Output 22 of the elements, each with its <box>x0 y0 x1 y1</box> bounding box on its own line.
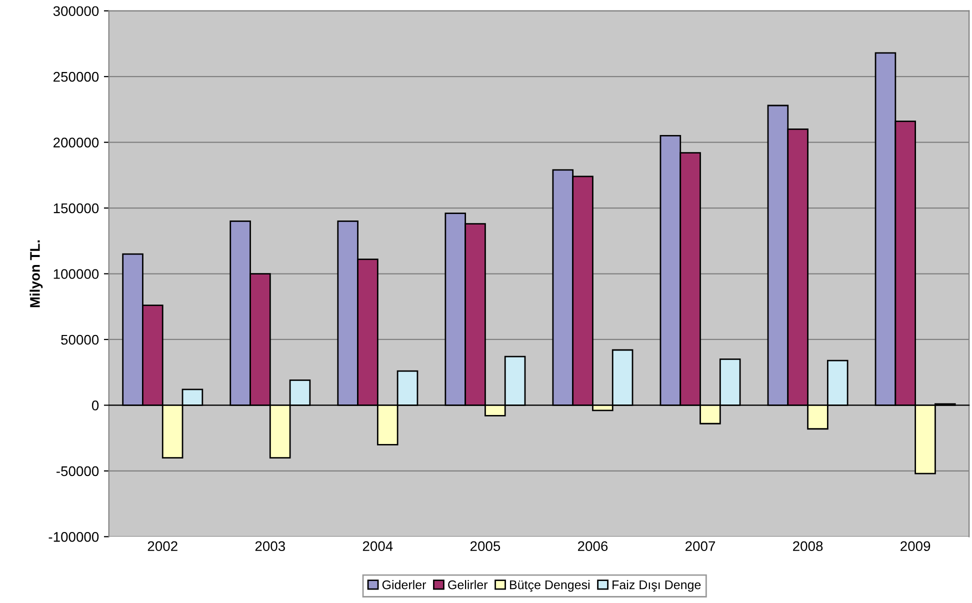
y-tick-label: -50000 <box>56 466 99 476</box>
x-tick-label: 2005 <box>470 541 500 552</box>
x-tick-label: 2006 <box>578 541 608 552</box>
legend-label: Faiz Dışı Denge <box>612 580 701 592</box>
legend-label: Bütçe Dengesi <box>510 580 590 592</box>
x-tick-label: 2003 <box>255 541 285 552</box>
y-axis-title: Milyon TL. <box>30 240 43 308</box>
y-tick-label: 100000 <box>54 269 99 279</box>
y-tick-label: 300000 <box>53 6 99 16</box>
x-tick-label: 2007 <box>686 541 716 552</box>
y-tick-label: 250000 <box>54 72 99 82</box>
y-tick-label: 200000 <box>54 138 99 148</box>
x-tick-label: 2009 <box>900 541 930 552</box>
legend-label: Giderler <box>382 580 426 590</box>
y-tick-label: 0 <box>92 400 99 410</box>
x-tick-label: 2002 <box>148 541 178 552</box>
y-tick-label: 150000 <box>54 203 99 214</box>
x-tick-label: 2008 <box>793 541 823 552</box>
y-tick-label: -100000 <box>48 532 99 542</box>
x-tick-label: 2004 <box>362 541 393 552</box>
y-tick-label: 50000 <box>61 334 99 345</box>
legend-label: Gelirler <box>448 580 488 590</box>
